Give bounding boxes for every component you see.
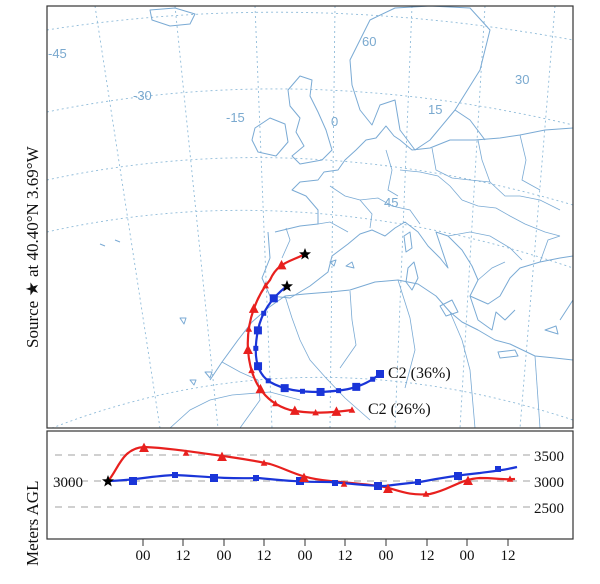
map-marker-triangle xyxy=(243,344,253,354)
map-marker-triangle xyxy=(248,366,255,374)
map-marker-square xyxy=(376,370,384,378)
time-tick-label: 00 xyxy=(379,548,394,564)
graticule-label: -15 xyxy=(226,110,245,125)
height-marker-square xyxy=(253,475,259,481)
map-marker-square xyxy=(336,388,342,394)
source-label: Source ★ at 40.40°N 3.69°W xyxy=(23,145,42,348)
source-star-height xyxy=(102,475,114,487)
map-marker-square xyxy=(316,387,325,396)
time-tick-label: 00 xyxy=(136,548,151,564)
source-star-blue xyxy=(281,280,293,292)
map-marker-triangle xyxy=(331,406,342,416)
graticule-label: -30 xyxy=(133,88,152,103)
height-marker-triangle xyxy=(182,449,190,456)
height-marker-square xyxy=(374,482,382,490)
height-marker-square xyxy=(172,472,178,478)
graticule xyxy=(47,6,573,428)
height-tick-3500: 3500 xyxy=(534,449,564,465)
trajectory-label-red: C2 (26%) xyxy=(368,401,431,418)
time-tick-label: 00 xyxy=(217,548,232,564)
height-markers xyxy=(129,442,514,497)
height-axis-title: Meters AGL xyxy=(23,481,42,566)
height-marker-triangle xyxy=(139,442,149,453)
map-marker-triangle xyxy=(248,303,259,313)
height-marker-triangle xyxy=(260,459,268,466)
trajectory-label-blue: C2 (36%) xyxy=(388,365,451,382)
height-marker-triangle xyxy=(217,451,227,462)
map-marker-triangle xyxy=(312,409,319,416)
map-frame xyxy=(46,5,574,429)
map-marker-square xyxy=(253,326,262,335)
map-marker-triangle xyxy=(255,383,266,394)
time-tick-label: 12 xyxy=(257,548,272,564)
height-tick-2500: 2500 xyxy=(534,501,564,517)
height-panel: 3500 3000 2500 3000 xyxy=(46,430,574,540)
country-borders xyxy=(169,134,561,428)
height-marker-square xyxy=(332,480,338,486)
graticule-label: 0 xyxy=(331,114,338,129)
time-tick-label: 12 xyxy=(501,548,516,564)
height-marker-triangle xyxy=(506,475,514,482)
map-marker-triangle xyxy=(276,259,287,270)
map-marker-square xyxy=(261,310,267,316)
map-marker-triangle xyxy=(262,282,269,289)
graticule-label: 60 xyxy=(362,34,376,49)
coastlines xyxy=(99,6,573,386)
height-marker-triangle xyxy=(340,480,348,487)
height-marker-triangle xyxy=(463,475,473,486)
time-tick-label: 00 xyxy=(298,548,313,564)
height-marker-triangle xyxy=(383,483,393,494)
map-marker-square xyxy=(269,294,278,303)
map-marker-square xyxy=(370,376,376,382)
source-star-red xyxy=(299,248,311,260)
map-marker-square xyxy=(253,345,259,351)
map-marker-triangle xyxy=(289,405,300,415)
map-markers xyxy=(243,259,384,416)
height-tick-3000: 3000 xyxy=(534,475,564,491)
time-axis: 00 12 00 12 00 12 00 12 00 12 xyxy=(136,539,516,564)
height-line-red xyxy=(107,445,516,496)
map-marker-square xyxy=(299,388,305,394)
map-marker-square xyxy=(265,378,271,384)
height-marker-triangle xyxy=(299,472,309,483)
height-marker-triangle xyxy=(422,490,430,497)
height-marker-square xyxy=(415,479,421,485)
graticule-label: 30 xyxy=(515,72,529,87)
time-tick-label: 12 xyxy=(338,548,353,564)
map-marker-triangle xyxy=(272,399,279,407)
height-marker-square xyxy=(495,466,501,472)
source-height-label: 3000 xyxy=(53,475,83,491)
map-marker-square xyxy=(254,362,263,371)
height-marker-square xyxy=(454,472,462,480)
time-tick-label: 12 xyxy=(420,548,435,564)
map-panel: -45 -30 -15 0 15 30 45 60 xyxy=(47,6,573,428)
map-marker-triangle xyxy=(348,406,356,413)
height-marker-square xyxy=(210,474,218,482)
graticule-label: -45 xyxy=(48,46,67,61)
height-marker-square xyxy=(129,477,137,485)
map-marker-square xyxy=(280,384,289,393)
time-tick-label: 00 xyxy=(460,548,475,564)
height-frame xyxy=(46,430,574,540)
map-marker-triangle xyxy=(245,325,253,332)
graticule-label: 15 xyxy=(428,102,442,117)
time-tick-label: 12 xyxy=(176,548,191,564)
map-marker-square xyxy=(352,382,361,391)
